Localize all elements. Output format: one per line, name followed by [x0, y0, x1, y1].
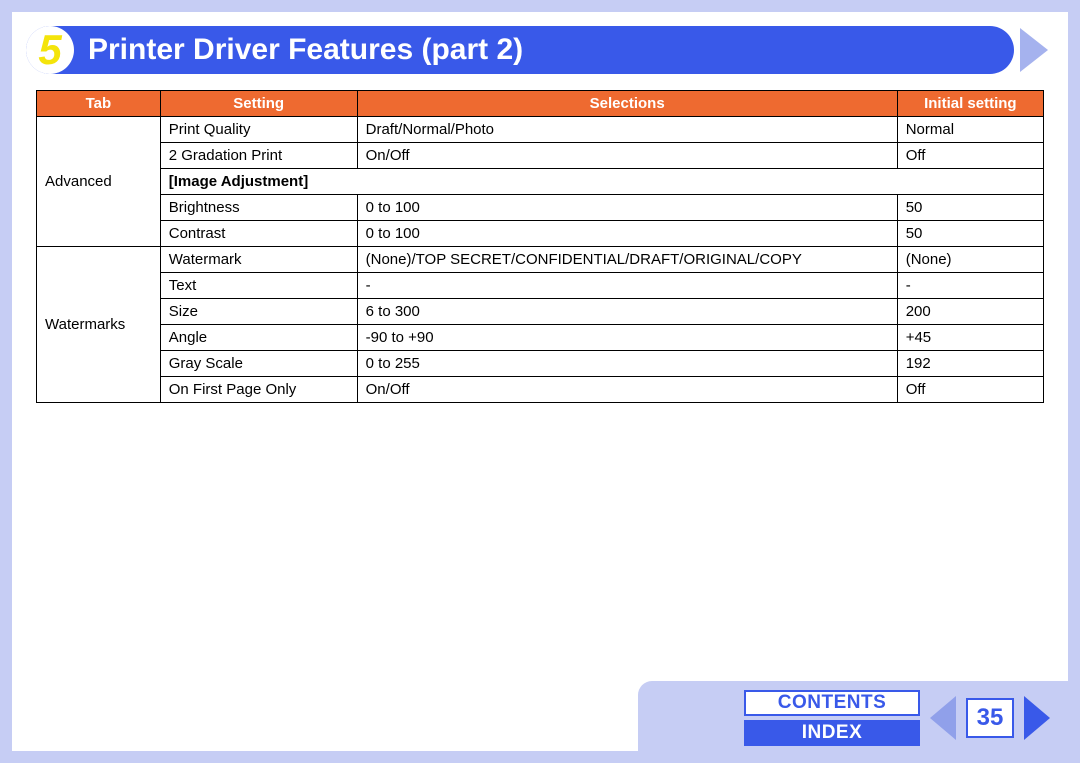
initial-cell: 50	[897, 195, 1043, 221]
index-button[interactable]: INDEX	[744, 720, 920, 746]
page-inner: 5 Printer Driver Features (part 2) TabSe…	[12, 12, 1068, 751]
table-row: Angle-90 to +90+45	[37, 325, 1044, 351]
title-pill: 5 Printer Driver Features (part 2)	[26, 26, 1014, 74]
initial-cell: Normal	[897, 117, 1043, 143]
table-row: [Image Adjustment]	[37, 169, 1044, 195]
footer-buttons: CONTENTS INDEX	[744, 690, 920, 746]
table-head: TabSettingSelectionsInitial setting	[37, 91, 1044, 117]
table-column-header: Tab	[37, 91, 161, 117]
selections-cell: On/Off	[357, 143, 897, 169]
setting-cell: Contrast	[160, 221, 357, 247]
table-row: Text--	[37, 273, 1044, 299]
title-bar: 5 Printer Driver Features (part 2)	[26, 20, 1054, 80]
initial-cell: (None)	[897, 247, 1043, 273]
selections-cell: Draft/Normal/Photo	[357, 117, 897, 143]
selections-cell: 0 to 100	[357, 221, 897, 247]
initial-cell: -	[897, 273, 1043, 299]
table-row: Size6 to 300200	[37, 299, 1044, 325]
table-column-header: Initial setting	[897, 91, 1043, 117]
page-title: Printer Driver Features (part 2)	[88, 33, 523, 67]
table-row: WatermarksWatermark(None)/TOP SECRET/CON…	[37, 247, 1044, 273]
prev-page-button[interactable]	[930, 696, 956, 740]
table-row: Contrast0 to 10050	[37, 221, 1044, 247]
setting-cell: Brightness	[160, 195, 357, 221]
selections-cell: (None)/TOP SECRET/CONFIDENTIAL/DRAFT/ORI…	[357, 247, 897, 273]
table-row: AdvancedPrint QualityDraft/Normal/PhotoN…	[37, 117, 1044, 143]
selections-cell: 0 to 100	[357, 195, 897, 221]
features-table-wrap: TabSettingSelectionsInitial setting Adva…	[36, 90, 1044, 403]
page-number: 35	[966, 698, 1014, 738]
setting-cell: Watermark	[160, 247, 357, 273]
title-arrow-icon	[1020, 28, 1048, 72]
initial-cell: +45	[897, 325, 1043, 351]
initial-cell: Off	[897, 143, 1043, 169]
setting-cell: Gray Scale	[160, 351, 357, 377]
selections-cell: -	[357, 273, 897, 299]
setting-cell: 2 Gradation Print	[160, 143, 357, 169]
footer: CONTENTS INDEX 35	[12, 685, 1068, 751]
selections-cell: On/Off	[357, 377, 897, 403]
initial-cell: 50	[897, 221, 1043, 247]
setting-cell: On First Page Only	[160, 377, 357, 403]
table-row: 2 Gradation PrintOn/OffOff	[37, 143, 1044, 169]
next-page-button[interactable]	[1024, 696, 1050, 740]
setting-cell: Text	[160, 273, 357, 299]
table-row: Gray Scale0 to 255192	[37, 351, 1044, 377]
selections-cell: 0 to 255	[357, 351, 897, 377]
setting-cell: Angle	[160, 325, 357, 351]
section-header-cell: [Image Adjustment]	[160, 169, 1043, 195]
initial-cell: 192	[897, 351, 1043, 377]
chapter-number: 5	[38, 29, 61, 71]
features-table: TabSettingSelectionsInitial setting Adva…	[36, 90, 1044, 403]
selections-cell: 6 to 300	[357, 299, 897, 325]
chapter-badge: 5	[26, 26, 74, 74]
table-column-header: Setting	[160, 91, 357, 117]
contents-button[interactable]: CONTENTS	[744, 690, 920, 716]
table-header-row: TabSettingSelectionsInitial setting	[37, 91, 1044, 117]
tab-cell: Advanced	[37, 117, 161, 247]
selections-cell: -90 to +90	[357, 325, 897, 351]
tab-cell: Watermarks	[37, 247, 161, 403]
table-column-header: Selections	[357, 91, 897, 117]
table-row: Brightness0 to 10050	[37, 195, 1044, 221]
initial-cell: Off	[897, 377, 1043, 403]
table-row: On First Page OnlyOn/OffOff	[37, 377, 1044, 403]
initial-cell: 200	[897, 299, 1043, 325]
setting-cell: Print Quality	[160, 117, 357, 143]
setting-cell: Size	[160, 299, 357, 325]
page-frame: 5 Printer Driver Features (part 2) TabSe…	[0, 0, 1080, 763]
table-body: AdvancedPrint QualityDraft/Normal/PhotoN…	[37, 117, 1044, 403]
